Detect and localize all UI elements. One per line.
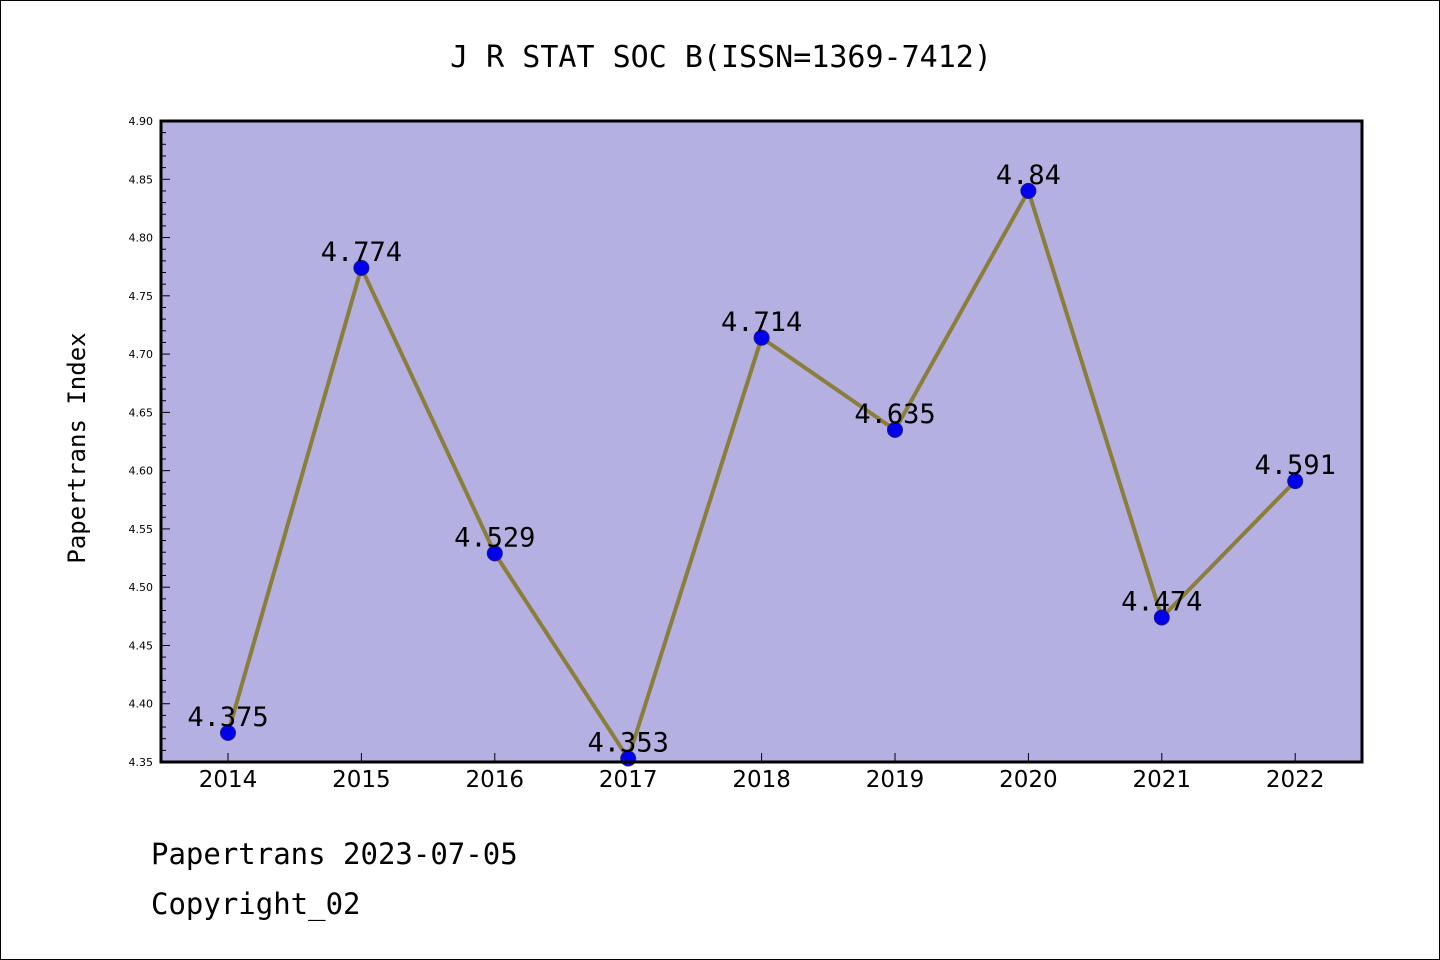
x-tick-label: 2021 [1133, 767, 1192, 793]
y-tick-label: 4.65 [129, 406, 154, 419]
data-label: 4.353 [588, 728, 669, 759]
data-point [486, 545, 503, 562]
data-point [753, 329, 770, 346]
y-tick-label: 4.80 [129, 232, 154, 245]
footer-date: Papertrans 2023-07-05 [151, 837, 518, 871]
x-tick-label: 2016 [466, 767, 525, 793]
data-label: 4.529 [454, 522, 535, 553]
plot-area [161, 121, 1362, 762]
y-tick-label: 4.40 [129, 698, 154, 711]
y-tick-label: 4.85 [129, 173, 154, 186]
data-point [1287, 473, 1304, 490]
x-tick-label: 2019 [866, 767, 925, 793]
y-tick-label: 4.90 [129, 115, 154, 128]
data-label: 4.474 [1121, 586, 1202, 617]
data-point [220, 724, 236, 741]
y-tick-label: 4.70 [129, 348, 154, 361]
footer-copyright: Copyright_02 [151, 887, 361, 921]
y-tick-label: 4.45 [129, 639, 154, 652]
y-tick-label: 4.60 [129, 465, 154, 478]
data-label: 4.375 [187, 702, 268, 733]
plot-frame [159, 119, 1364, 764]
x-tick-label: 2015 [332, 767, 391, 793]
data-label: 4.714 [721, 307, 802, 338]
y-tick-label: 4.35 [129, 756, 154, 769]
data-point [887, 421, 903, 438]
y-tick-label: 4.50 [129, 581, 154, 594]
data-label: 4.84 [996, 160, 1061, 191]
series-layer: 4.375 4.774 4.529 4.353 4.714 4.635 4.84 4.474 4… [187, 160, 1336, 767]
data-point [353, 259, 370, 276]
y-tick-label: 4.75 [129, 290, 154, 303]
data-point [1153, 609, 1170, 626]
chart-title: J R STAT SOC B(ISSN=1369-7412) [450, 40, 992, 75]
x-axis: 2014 2015 2016 2017 2018 2019 2020 2021 2022 [199, 753, 1325, 793]
data-label: 4.635 [854, 399, 935, 430]
x-tick-label: 2017 [599, 767, 658, 793]
data-label: 4.591 [1255, 450, 1336, 481]
x-tick-label: 2014 [199, 767, 258, 793]
x-tick-label: 2020 [999, 767, 1058, 793]
data-point [1020, 182, 1037, 199]
y-axis-label: Papertrans Index [63, 332, 91, 563]
x-tick-label: 2022 [1266, 767, 1325, 793]
y-tick-label: 4.55 [129, 523, 154, 536]
x-tick-label: 2018 [732, 767, 791, 793]
data-label: 4.774 [321, 237, 402, 268]
